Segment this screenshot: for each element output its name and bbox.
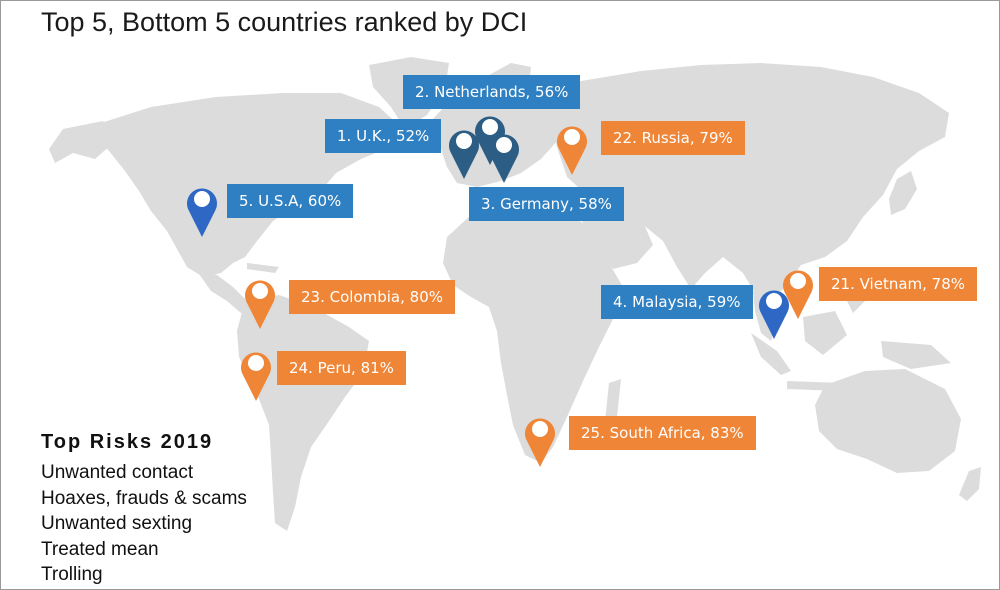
usa-pin-icon <box>187 188 217 237</box>
uk-label: 1. U.K., 52% <box>325 119 442 153</box>
madagascar-landmass <box>605 379 621 421</box>
russia-pin-icon <box>557 126 587 175</box>
top-risks-title: Top Risks 2019 <box>41 431 214 453</box>
page-title: Top 5, Bottom 5 countries ranked by DCI <box>41 7 528 37</box>
caribbean-islands <box>247 263 279 273</box>
risk-item: Hoaxes, frauds & scams <box>41 487 247 509</box>
colombia-pin-icon <box>245 280 275 329</box>
borneo-landmass <box>803 311 847 355</box>
japan-landmass <box>889 171 917 215</box>
alaska-landmass <box>49 121 113 163</box>
vietnam-pin-icon <box>783 270 813 319</box>
netherlands-pin-icon <box>475 116 505 165</box>
germany-label: 3. Germany, 58% <box>469 187 624 221</box>
new-zealand-landmass <box>959 467 981 501</box>
central-america-landmass <box>197 271 251 313</box>
peru-pin-icon <box>241 352 271 401</box>
germany-pin-icon <box>489 134 519 183</box>
usa-label: 5. U.S.A, 60% <box>227 184 354 218</box>
new-guinea-landmass <box>881 341 951 369</box>
malaysia-label: 4. Malaysia, 59% <box>601 285 753 319</box>
risk-item: Treated mean <box>41 538 159 560</box>
top-risks-panel: Top Risks 2019 Unwanted contact Hoaxes, … <box>41 431 247 588</box>
south-africa-label: 25. South Africa, 83% <box>569 416 756 450</box>
south-africa-pin-icon <box>525 418 555 467</box>
australia-landmass <box>815 369 961 473</box>
colombia-label: 23. Colombia, 80% <box>289 280 455 314</box>
malaysia-pin-icon <box>759 290 789 339</box>
vietnam-label: 21. Vietnam, 78% <box>819 267 978 301</box>
netherlands-label: 2. Netherlands, 56% <box>403 75 581 109</box>
peru-label: 24. Peru, 81% <box>277 351 406 385</box>
sumatra-landmass <box>751 333 791 375</box>
risk-item: Trolling <box>41 564 103 585</box>
risk-item: Unwanted sexting <box>41 513 193 534</box>
uk-pin-icon <box>449 130 479 179</box>
risk-item: Unwanted contact <box>41 462 194 483</box>
russia-label: 22. Russia, 79% <box>601 121 745 155</box>
africa-landmass <box>443 205 623 463</box>
